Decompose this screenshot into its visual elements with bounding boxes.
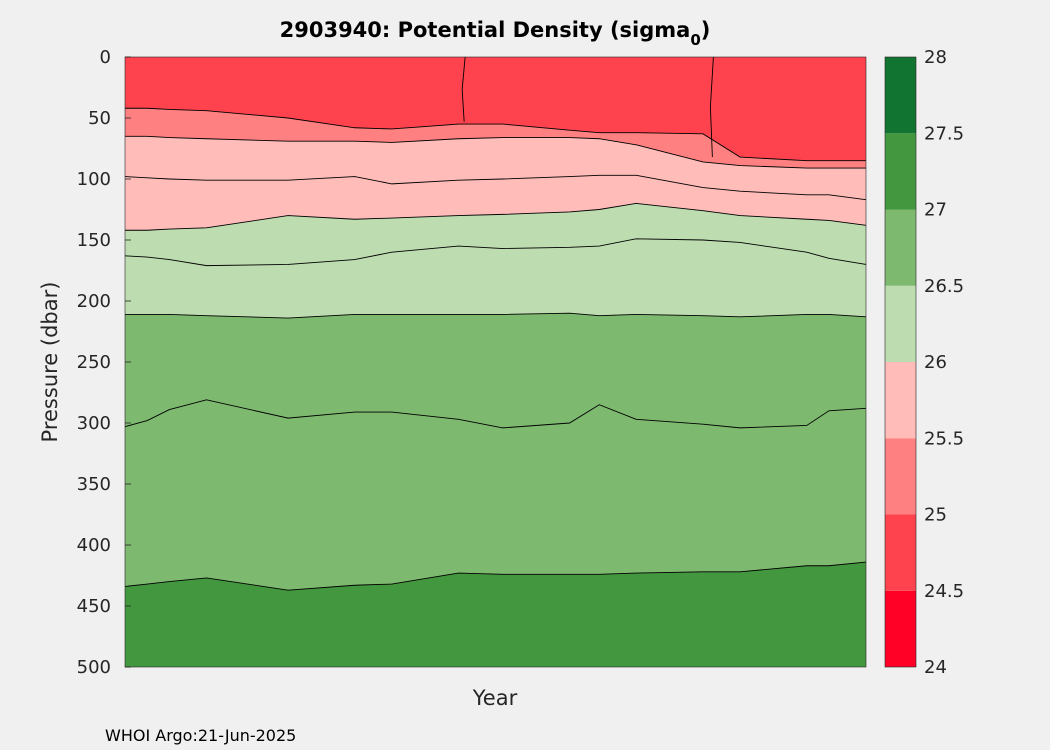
- isopycnal-line-27: [124, 561, 867, 591]
- isopycnal-line-26.25: [124, 238, 867, 267]
- y-tick-label: 50: [88, 108, 111, 129]
- y-tick-label: 100: [77, 169, 111, 190]
- colorbar-tick-label: 27: [924, 200, 947, 221]
- colorbar-tick-label: 24: [924, 657, 947, 678]
- contour-plot: [124, 56, 867, 668]
- density-band: [125, 313, 866, 428]
- y-tick-label: 300: [77, 413, 111, 434]
- colorbar-tick-label: 26: [924, 352, 947, 373]
- isopycnal-line-25.75: [124, 174, 867, 201]
- y-tick-label: 450: [77, 596, 111, 617]
- colorbar-tick-label: 27.5: [924, 123, 964, 144]
- y-tick-label: 200: [77, 291, 111, 312]
- colorbar-tick-label: 26.5: [924, 276, 964, 297]
- colorbar-segment: [885, 438, 916, 515]
- chart-title-main: 2903940: Potential Density (sigma: [280, 18, 691, 42]
- colorbar-tick-label: 25: [924, 505, 947, 526]
- front-line: [709, 56, 714, 158]
- colorbar-segment: [885, 590, 916, 667]
- density-band: [125, 108, 866, 169]
- density-band: [125, 136, 866, 200]
- footer-credit: WHOI Argo:21-Jun-2025: [105, 726, 296, 745]
- y-tick-label: 500: [77, 657, 111, 678]
- density-bands: [125, 57, 866, 667]
- y-axis-label: Pressure (dbar): [38, 282, 62, 443]
- y-tick-label: 400: [77, 535, 111, 556]
- density-band: [125, 562, 866, 667]
- y-tick-label: 0: [100, 47, 111, 68]
- isopycnal-line-26.5: [125, 312, 867, 319]
- isopycnal-line-26.75: [124, 399, 867, 429]
- isopycnal-line-25: [125, 107, 866, 162]
- colorbar-segment: [885, 57, 916, 134]
- contour-lines: [124, 56, 867, 591]
- density-band: [125, 203, 866, 266]
- colorbar: 24 24.5 25 25.5 26 26.5 27 27.5 28: [884, 47, 964, 678]
- colorbar-tick-label: 24.5: [924, 581, 964, 602]
- y-tick-label: 150: [77, 230, 111, 251]
- density-band: [125, 238, 866, 319]
- isopycnal-line-25.5: [125, 135, 866, 169]
- colorbar-segment: [885, 362, 916, 439]
- chart-title: 2903940: Potential Density (sigma0): [280, 18, 711, 49]
- colorbar-segment: [885, 209, 916, 286]
- y-axis: 0 50 100 150 200 250 300 350 400 450 500: [77, 47, 131, 678]
- colorbar-tick-label: 25.5: [924, 428, 964, 449]
- front-line: [461, 56, 466, 122]
- chart-title-end: ): [701, 18, 711, 42]
- colorbar-tick-label: 28: [924, 47, 947, 68]
- isopycnal-line-26: [125, 202, 867, 231]
- colorbar-frame: [884, 56, 917, 668]
- colorbar-segment: [885, 285, 916, 362]
- colorbar-segment: [885, 514, 916, 591]
- x-axis-label: Year: [472, 686, 518, 710]
- density-band: [125, 57, 866, 161]
- chart-title-subscript: 0: [690, 31, 700, 49]
- y-tick-label: 350: [77, 474, 111, 495]
- colorbar-segment: [885, 133, 916, 210]
- y-tick-label: 250: [77, 352, 111, 373]
- density-band: [125, 399, 866, 591]
